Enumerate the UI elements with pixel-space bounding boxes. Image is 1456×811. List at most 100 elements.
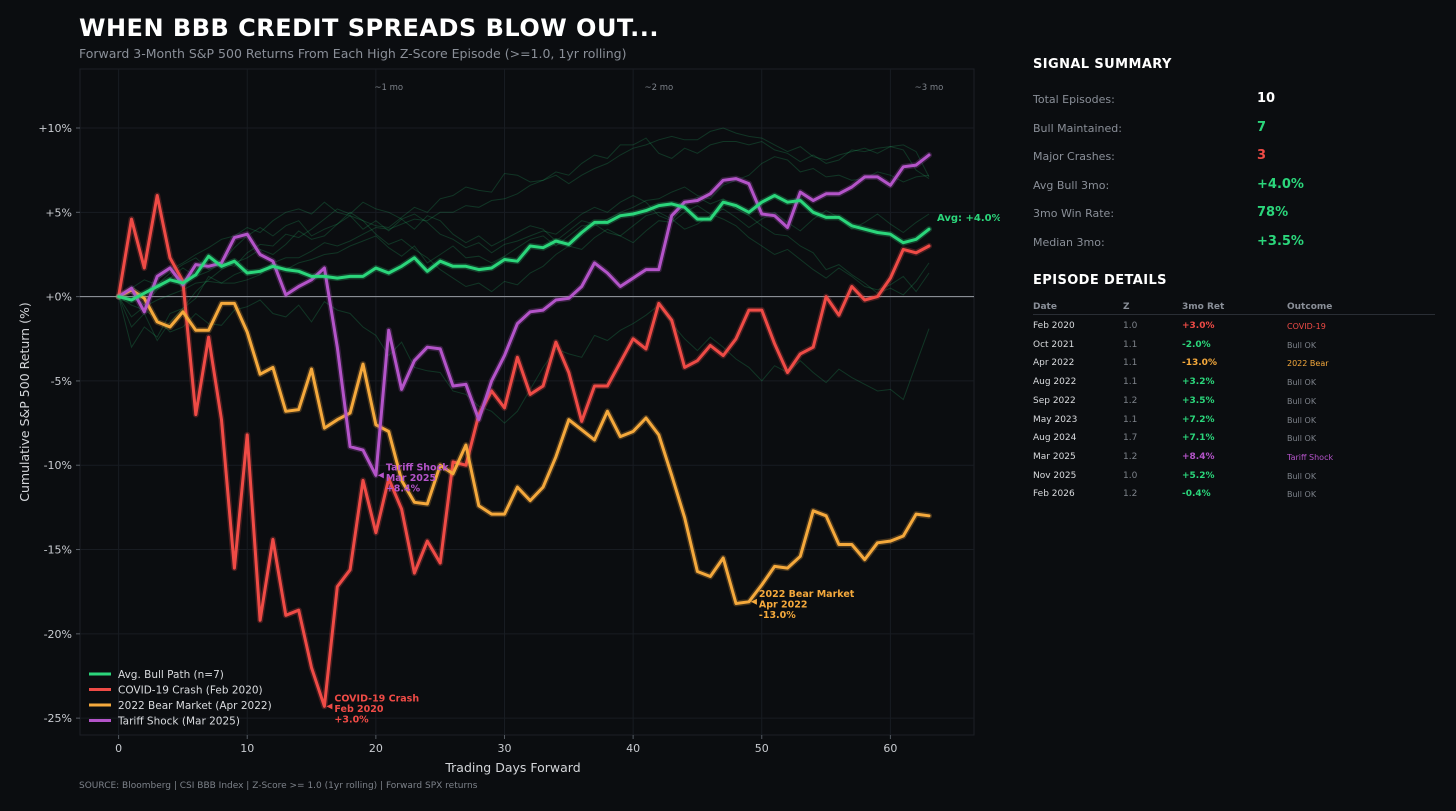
episode-return: +5.2% <box>1182 470 1215 481</box>
legend: Avg. Bull Path (n=7) COVID-19 Crash (Feb … <box>89 669 272 728</box>
episode-date: Aug 2024 <box>1033 433 1077 444</box>
y-tick-label: +10% <box>38 122 72 135</box>
month-marker-label: ~1 mo <box>374 83 403 93</box>
axis-layer: +10% +5% +0% -5% -10% -15% -20% -25% 0 10 20 30 40 50… <box>17 83 943 775</box>
episode-return: -0.4% <box>1182 489 1211 500</box>
summary-value: 10 <box>1257 91 1276 106</box>
plot-frame <box>79 68 975 736</box>
bear-annotation-text: Apr 2022 <box>759 599 808 610</box>
tariff-annotation-text: Tariff Shock <box>386 462 449 473</box>
summary-label: Median 3mo: <box>1033 235 1105 249</box>
y-tick-label: -25% <box>44 712 72 725</box>
episode-z: 1.0 <box>1123 470 1138 481</box>
summary-label: Avg Bull 3mo: <box>1033 178 1110 192</box>
episode-z: 1.7 <box>1123 433 1138 444</box>
summary-row: Avg Bull 3mo: +4.0% <box>1033 176 1433 196</box>
tariff-annotation-text: Mar 2025 <box>386 473 436 484</box>
covid-annotation-arrow <box>326 703 333 710</box>
episode-row: Nov 2025 1.0 +5.2% Bull OK <box>1033 471 1435 487</box>
episode-z: 1.1 <box>1123 414 1138 425</box>
summary-label: Total Episodes: <box>1033 93 1115 106</box>
y-tick-label: +0% <box>45 291 72 304</box>
x-tick-label: 20 <box>369 742 383 755</box>
episode-outcome: Tariff Shock <box>1287 452 1334 462</box>
episode-date: Nov 2025 <box>1033 470 1077 481</box>
episode-outcome: Bull OK <box>1287 396 1317 406</box>
episode-outcome: Bull OK <box>1287 340 1317 350</box>
legend-label: Tariff Shock (Mar 2025) <box>117 716 240 728</box>
chart-title: WHEN BBB CREDIT SPREADS BLOW OUT... <box>79 14 660 42</box>
summary-row: Major Crashes: 3 <box>1033 147 1433 167</box>
episode-z: 1.1 <box>1123 339 1138 350</box>
summary-value: 78% <box>1257 205 1289 220</box>
y-axis-label: Cumulative S&P 500 Return (%) <box>17 302 32 501</box>
summary-row: Bull Maintained: 7 <box>1033 119 1433 139</box>
summary-label: Bull Maintained: <box>1033 121 1122 135</box>
episode-z: 1.2 <box>1123 451 1138 462</box>
episode-z: 1.0 <box>1123 321 1138 331</box>
episode-z: 1.2 <box>1123 489 1138 500</box>
episode-date: Mar 2025 <box>1033 451 1076 462</box>
background-episode-path <box>118 296 930 424</box>
episode-row: Feb 2020 1.0 +3.0% COVID-19 <box>1033 321 1435 337</box>
summary-row: Total Episodes: 10 <box>1033 90 1433 110</box>
bear-annotation-arrow <box>750 598 757 605</box>
x-tick-label: 60 <box>883 742 897 755</box>
episode-return: -2.0% <box>1182 339 1211 350</box>
episode-row: Oct 2021 1.1 -2.0% Bull OK <box>1033 340 1435 356</box>
x-tick-label: 40 <box>626 742 640 755</box>
summary-row: 3mo Win Rate: 78% <box>1033 204 1433 224</box>
covid-annotation-text: COVID-19 Crash <box>334 693 419 704</box>
episode-details-title: EPISODE DETAILS <box>1033 273 1167 288</box>
background-episode-path <box>118 127 930 318</box>
episode-row: Aug 2022 1.1 +3.2% Bull OK <box>1033 377 1435 393</box>
summary-label: 3mo Win Rate: <box>1033 207 1115 220</box>
episode-outcome: 2022 Bear <box>1287 359 1329 369</box>
covid-annotation-text: Feb 2020 <box>334 704 383 715</box>
avg-end-label: Avg: +4.0% <box>937 213 1000 224</box>
x-tick-label: 0 <box>115 742 122 755</box>
y-tick-label: -10% <box>44 459 72 472</box>
source-note: SOURCE: Bloomberg | CSI BBB Index | Z-Sc… <box>79 781 478 791</box>
grid-layer <box>79 68 975 736</box>
episode-outcome: Bull OK <box>1287 471 1317 481</box>
legend-label: Avg. Bull Path (n=7) <box>118 669 224 681</box>
bear-series-line <box>117 288 931 605</box>
episode-return: +7.1% <box>1182 433 1215 444</box>
covid-series-line <box>117 194 931 708</box>
episode-outcome: COVID-19 <box>1287 322 1326 331</box>
episode-date: Aug 2022 <box>1033 377 1077 388</box>
header-z: Z <box>1123 302 1130 312</box>
bear-annotation-text: -13.0% <box>759 610 796 621</box>
background-episode-path <box>118 156 930 349</box>
bear-series-glow <box>115 286 932 607</box>
episode-return: +3.2% <box>1182 377 1215 388</box>
month-marker-label: ~2 mo <box>644 83 673 93</box>
y-tick-label: -5% <box>51 375 72 388</box>
episode-date: Feb 2020 <box>1033 321 1075 331</box>
avg-series-line <box>117 194 931 302</box>
x-tick-label: 50 <box>755 742 769 755</box>
episode-date: May 2023 <box>1033 414 1078 425</box>
bear-annotation-text: 2022 Bear Market <box>759 589 855 600</box>
episode-date: Oct 2021 <box>1033 339 1075 350</box>
episode-return: -13.0% <box>1182 358 1217 369</box>
signal-summary-title: SIGNAL SUMMARY <box>1033 57 1172 72</box>
episode-date: Apr 2022 <box>1033 358 1075 369</box>
episode-return: +8.4% <box>1182 451 1215 462</box>
x-axis-label: Trading Days Forward <box>444 760 580 775</box>
summary-row: Median 3mo: +3.5% <box>1033 233 1433 253</box>
y-tick-label: -15% <box>44 544 72 557</box>
episode-outcome: Bull OK <box>1287 490 1317 500</box>
episode-outcome: Bull OK <box>1287 415 1317 425</box>
episode-outcome: Bull OK <box>1287 378 1317 388</box>
episode-row: May 2023 1.1 +7.2% Bull OK <box>1033 415 1435 431</box>
episode-outcome: Bull OK <box>1287 434 1317 444</box>
episode-return: +3.0% <box>1182 321 1215 331</box>
covid-annotation-text: +3.0% <box>334 714 369 725</box>
tariff-annotation-arrow <box>377 472 384 479</box>
episode-return: +3.5% <box>1182 395 1215 406</box>
background-episode-path <box>118 208 930 342</box>
